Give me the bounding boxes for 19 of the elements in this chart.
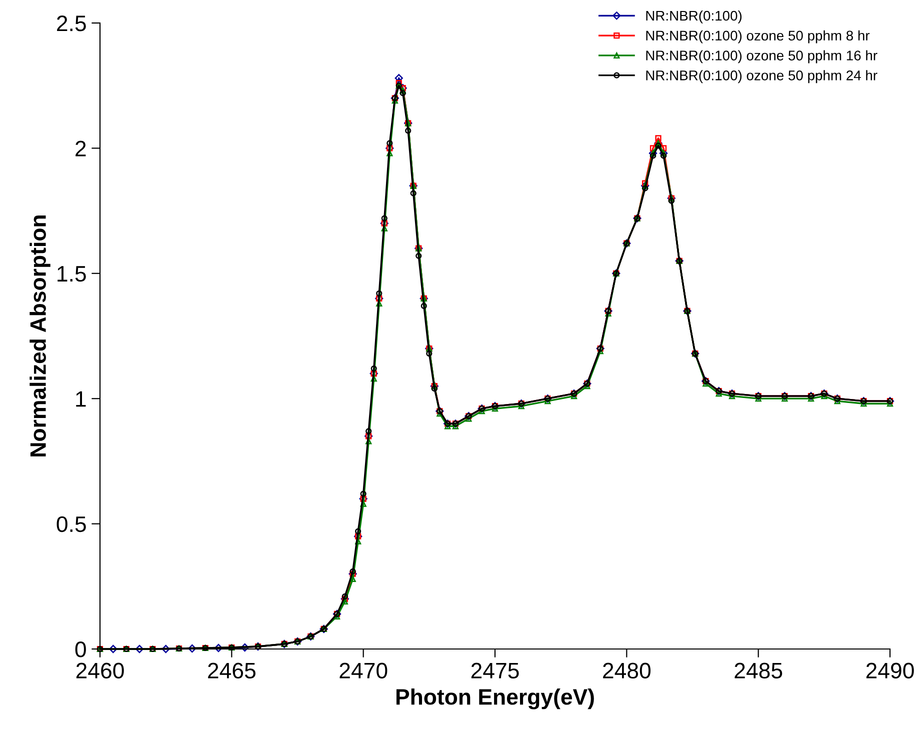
legend-label: NR:NBR(0:100) ozone 50 pphm 24 hr — [646, 70, 878, 84]
x-tick-label: 2490 — [866, 662, 914, 679]
x-tick-label: 2485 — [734, 662, 782, 679]
legend-label: NR:NBR(0:100) ozone 50 pphm 8 hr — [646, 30, 870, 44]
y-tick-label: 0 — [75, 642, 86, 658]
legend-label: NR:NBR(0:100) — [646, 10, 742, 24]
x-tick-label: 2460 — [76, 662, 124, 679]
x-tick-label: 2480 — [603, 662, 651, 679]
y-axis-title: Normalized Absorption — [30, 216, 50, 456]
y-tick-label: 1 — [76, 391, 86, 407]
x-tick-label: 2470 — [340, 662, 388, 679]
y-tick-label: 2.5 — [57, 16, 86, 32]
x-axis-title: Photon Energy(eV) — [396, 688, 594, 710]
y-tick-label: 0.5 — [56, 516, 86, 532]
y-tick-label: 1.5 — [58, 266, 86, 282]
x-tick-label: 2475 — [471, 662, 519, 679]
y-tick-label: 2 — [76, 140, 86, 156]
legend-label: NR:NBR(0:100) ozone 50 pphm 16 hr — [646, 50, 878, 64]
x-tick-label: 2465 — [208, 662, 256, 679]
